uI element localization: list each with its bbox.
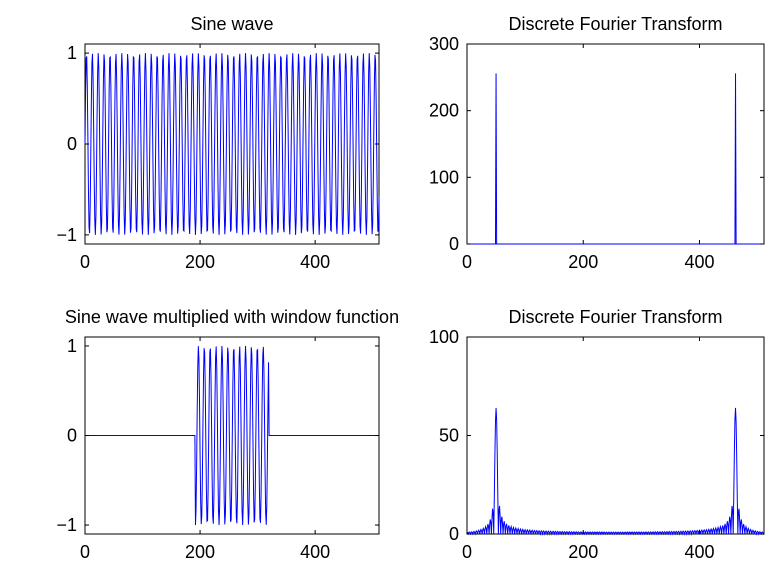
series-line: [467, 73, 764, 245]
series-line: [85, 345, 379, 526]
x-tick-label: 200: [185, 252, 215, 272]
y-tick-label: 300: [429, 34, 459, 54]
y-tick-label: 100: [429, 327, 459, 347]
chart-title: Discrete Fourier Transform: [508, 307, 722, 327]
x-tick-label: 400: [300, 252, 330, 272]
y-tick-label: 1: [67, 336, 77, 356]
x-tick-label: 0: [80, 542, 90, 562]
series-line: [84, 53, 380, 235]
subplot-3: Sine wave multiplied with window functio…: [56, 307, 399, 562]
subplot-4: Discrete Fourier Transform 0 200 400 0 50 100: [429, 307, 765, 562]
x-tick-label: 0: [462, 542, 472, 562]
plot-area: [466, 43, 765, 245]
y-tick-label: 0: [449, 524, 459, 544]
series-line: [466, 407, 765, 536]
y-tick-label: 0: [67, 134, 77, 154]
chart-title: Sine wave multiplied with window functio…: [65, 307, 399, 327]
subplot-2: Discrete Fourier Transform 0 200 400 0 100 200…: [429, 14, 765, 272]
x-tick-label: 400: [684, 252, 714, 272]
y-tick-label: 0: [449, 234, 459, 254]
x-tick-label: 0: [80, 252, 90, 272]
x-tick-label: 400: [684, 542, 714, 562]
chart-title: Discrete Fourier Transform: [508, 14, 722, 34]
x-tick-label: 200: [568, 542, 598, 562]
y-tick-label: 50: [439, 426, 459, 446]
plot-area: [466, 336, 765, 535]
x-tick-label: 200: [185, 542, 215, 562]
x-tick-label: 0: [462, 252, 472, 272]
y-tick-label: −1: [56, 515, 77, 535]
x-tick-label: 400: [300, 542, 330, 562]
y-tick-label: −1: [56, 225, 77, 245]
y-tick-label: 1: [67, 43, 77, 63]
y-tick-label: 0: [67, 426, 77, 446]
y-tick-label: 200: [429, 101, 459, 121]
chart-title: Sine wave: [190, 14, 273, 34]
x-tick-label: 200: [568, 252, 598, 272]
y-tick-label: 100: [429, 167, 459, 187]
